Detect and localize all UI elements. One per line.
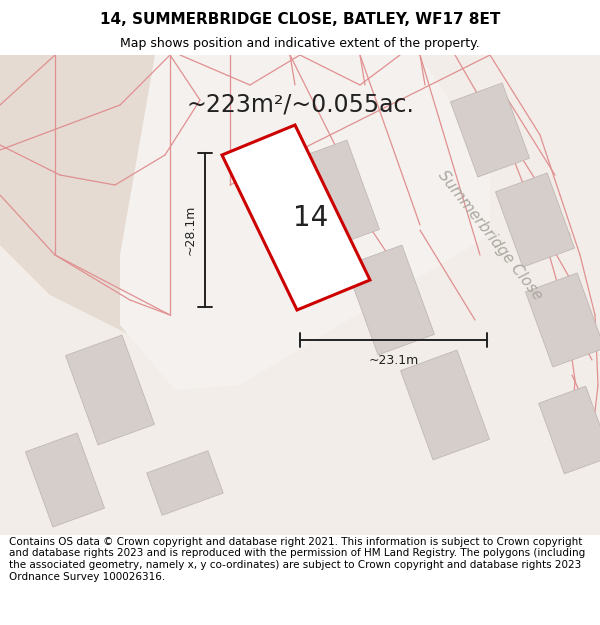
Polygon shape	[290, 140, 379, 250]
Polygon shape	[147, 451, 223, 515]
Text: 14: 14	[293, 204, 329, 231]
Polygon shape	[120, 55, 490, 390]
Polygon shape	[65, 335, 154, 445]
Polygon shape	[451, 83, 530, 177]
Text: Summerbridge Close: Summerbridge Close	[435, 168, 545, 302]
Text: Contains OS data © Crown copyright and database right 2021. This information is : Contains OS data © Crown copyright and d…	[9, 537, 585, 582]
Polygon shape	[401, 350, 490, 460]
Polygon shape	[526, 273, 600, 367]
Text: ~223m²/~0.055ac.: ~223m²/~0.055ac.	[186, 93, 414, 117]
Text: ~23.1m: ~23.1m	[368, 354, 419, 367]
Polygon shape	[0, 55, 305, 340]
Polygon shape	[496, 173, 575, 267]
Polygon shape	[25, 433, 104, 527]
Text: ~28.1m: ~28.1m	[184, 205, 197, 255]
Text: 14, SUMMERBRIDGE CLOSE, BATLEY, WF17 8ET: 14, SUMMERBRIDGE CLOSE, BATLEY, WF17 8ET	[100, 12, 500, 27]
Polygon shape	[222, 125, 370, 310]
Text: Map shows position and indicative extent of the property.: Map shows position and indicative extent…	[120, 38, 480, 51]
Polygon shape	[539, 386, 600, 474]
Polygon shape	[346, 245, 434, 355]
